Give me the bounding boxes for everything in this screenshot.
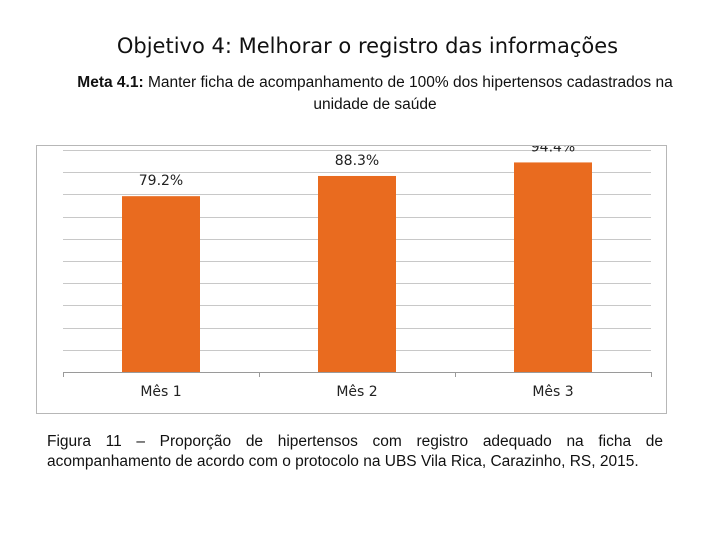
bar-chart: 79.2% Mês 1 88.3% Mês 2 94.4% Mês 3	[63, 146, 652, 400]
bar-1	[122, 196, 200, 372]
goal-label: Meta 4.1:	[77, 74, 144, 91]
bar-2	[318, 175, 396, 372]
data-label-3: 94.4%	[531, 146, 575, 155]
bar-3	[514, 162, 592, 372]
goal-subtitle: Meta 4.1: Manter ficha de acompanhamento…	[60, 72, 690, 116]
figure-caption: Figura 11 – Proporção de hipertensos com…	[47, 433, 663, 470]
chart-frame: 79.2% Mês 1 88.3% Mês 2 94.4% Mês 3	[36, 145, 667, 414]
data-label-1: 79.2%	[139, 173, 183, 189]
slide-title: Objetivo 4: Melhorar o registro das info…	[116, 34, 619, 58]
x-tick-label-2: Mês 2	[336, 384, 377, 400]
goal-text: Manter ficha de acompanhamento de 100% d…	[147, 74, 673, 113]
x-tick-label-1: Mês 1	[140, 384, 181, 400]
data-label-2: 88.3%	[335, 153, 379, 169]
x-tick-label-3: Mês 3	[532, 384, 573, 400]
